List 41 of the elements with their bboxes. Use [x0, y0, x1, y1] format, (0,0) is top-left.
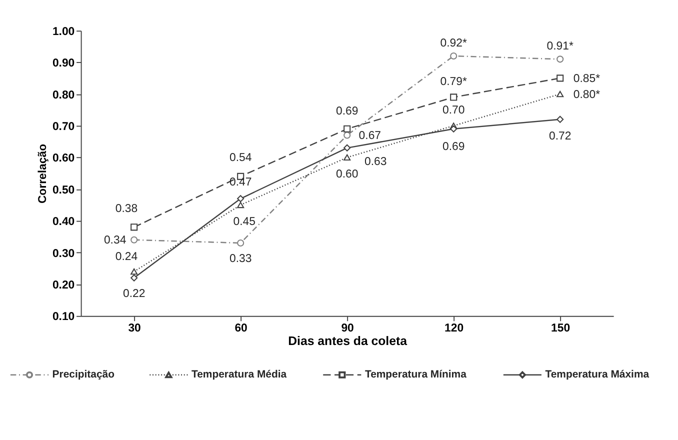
data-label: 0.80* — [573, 88, 601, 101]
data-label: 0.79* — [440, 76, 468, 88]
y-tick-label: 0.60 — [52, 152, 75, 165]
legend-label: Temperatura Mínima — [364, 370, 467, 381]
x-tick-label: 30 — [128, 322, 141, 335]
y-tick-label: 0.70 — [52, 121, 75, 134]
data-label: 0.91* — [546, 40, 574, 53]
x-tick-label: 90 — [341, 322, 354, 335]
y-tick-label: 0.20 — [52, 280, 75, 292]
data-label: 0.63 — [364, 156, 387, 168]
data-label: 0.45 — [233, 216, 256, 228]
data-label: 0.47 — [229, 176, 252, 188]
data-label: 0.24 — [115, 251, 138, 264]
y-tick-label: 1.00 — [52, 26, 75, 38]
data-label: 0.22 — [122, 288, 146, 300]
data-label: 0.69 — [336, 106, 358, 118]
y-tick-label: 0.90 — [52, 58, 75, 70]
y-tick-label: 0.50 — [52, 184, 75, 196]
data-label: 0.33 — [229, 253, 252, 266]
x-tick-label: 150 — [551, 322, 570, 335]
data-label: 0.67 — [358, 130, 382, 142]
x-tick-label: 60 — [234, 322, 248, 335]
y-axis-title: Correlação — [36, 144, 49, 204]
data-label: 0.70 — [442, 104, 465, 116]
data-label: 0.54 — [229, 152, 252, 164]
data-label: 0.38 — [115, 202, 138, 215]
y-tick-label: 0.10 — [52, 311, 75, 324]
legend-label: Temperatura Média — [192, 370, 287, 381]
x-axis-title: Dias antes da coleta — [288, 334, 408, 348]
y-tick-label: 0.30 — [52, 248, 75, 260]
y-tick-label: 0.80 — [52, 89, 75, 102]
data-label: 0.92* — [440, 37, 468, 50]
data-label: 0.60 — [336, 168, 358, 180]
x-tick-label: 120 — [444, 322, 464, 335]
legend-label: Precipitação — [52, 370, 114, 381]
data-label: 0.69 — [442, 140, 465, 153]
data-label: 0.72 — [548, 130, 572, 142]
data-label: 0.85* — [573, 72, 601, 85]
data-label: 0.34 — [104, 234, 127, 247]
legend-label: Temperatura Máxima — [545, 370, 650, 381]
y-tick-label: 0.40 — [52, 216, 75, 228]
